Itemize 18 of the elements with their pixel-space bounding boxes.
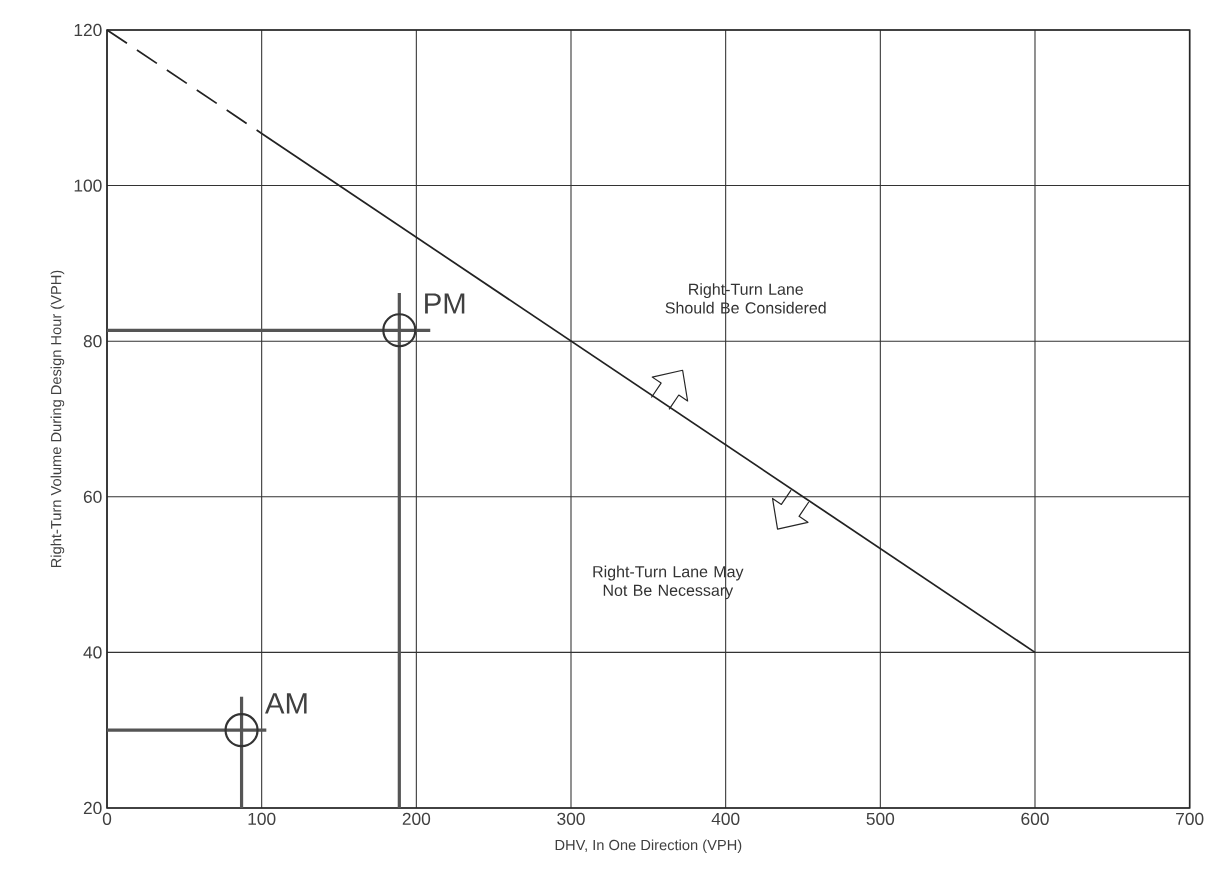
y-tick-label: 60 bbox=[83, 490, 102, 503]
x-tick-label: 200 bbox=[402, 812, 431, 825]
y-tick-label: 20 bbox=[83, 801, 102, 815]
x-axis-title: DHV, In One Direction (VPH) bbox=[555, 839, 742, 854]
y-axis-title: Right-Turn Volume During Design Hour (VPH) bbox=[50, 270, 65, 568]
y-tick-label: 120 bbox=[74, 23, 102, 37]
x-tick-label: 700 bbox=[1176, 812, 1204, 825]
x-tick-label: 300 bbox=[557, 812, 585, 825]
annotation: PM bbox=[425, 293, 465, 314]
y-tick-label: 100 bbox=[74, 179, 102, 192]
x-tick-label: 500 bbox=[866, 812, 895, 825]
y-tick-label: 40 bbox=[83, 646, 102, 659]
x-tick-label: 100 bbox=[248, 812, 276, 825]
x-tick-label: 0 bbox=[102, 812, 112, 825]
x-tick-label: 400 bbox=[711, 812, 740, 825]
x-tick-label: 600 bbox=[1021, 812, 1049, 825]
y-tick-label: 80 bbox=[83, 335, 102, 348]
annotation: AM bbox=[265, 693, 307, 714]
